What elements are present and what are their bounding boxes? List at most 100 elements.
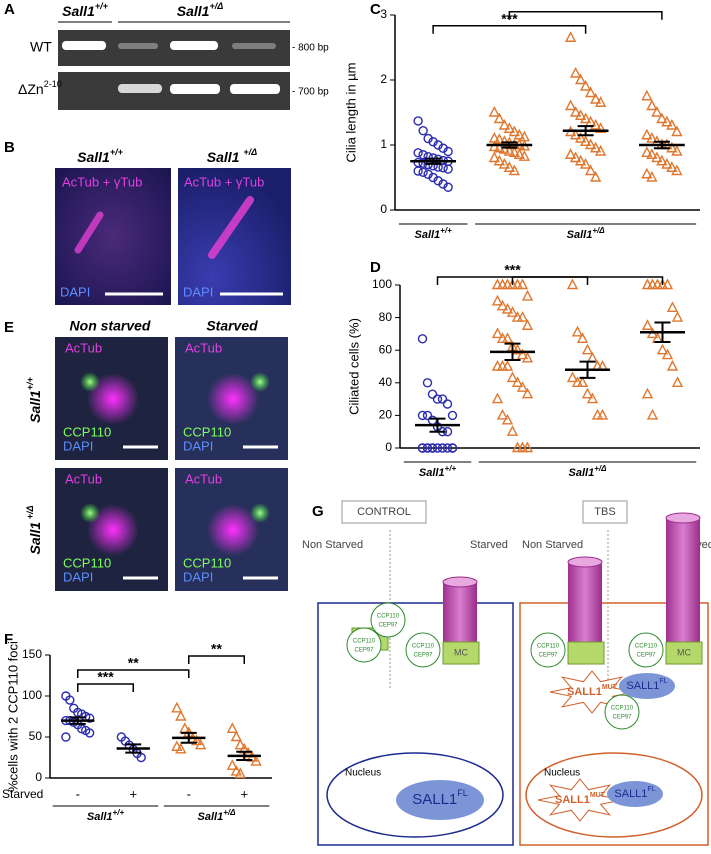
data-point: [413, 166, 423, 176]
data-point: [506, 371, 519, 383]
stain-label: AcTub: [185, 340, 222, 355]
data-point: [589, 141, 602, 153]
stain-label: AcTub + γTub: [62, 174, 142, 189]
data-point: [571, 325, 584, 337]
panel-label: E: [4, 319, 14, 336]
data-point: [427, 389, 438, 399]
y-tick-label: 0: [35, 770, 42, 784]
data-point: [422, 410, 433, 421]
ccp110-complex: [346, 627, 382, 663]
state: Non Starved: [302, 539, 363, 551]
label-text: Sall1: [198, 811, 224, 823]
label-sup: MUT: [602, 684, 618, 691]
data-point: [574, 109, 587, 120]
data-point: [508, 125, 521, 137]
stain-label: AcTub: [65, 471, 102, 486]
y-tick-label: 0: [385, 440, 392, 454]
data-point: [576, 332, 589, 343]
ccp110-complex: [530, 632, 566, 668]
stain-label: DAPI: [63, 438, 93, 453]
protein-label: SALL1FL: [626, 678, 667, 692]
data-point: [641, 89, 653, 101]
cep97-label: CEP97: [413, 653, 433, 659]
data-point: [569, 151, 582, 163]
label-text: SALL1: [626, 680, 659, 692]
data-point: [496, 408, 509, 420]
data-point: [503, 161, 516, 172]
data-point: [586, 351, 599, 363]
data-point: [432, 443, 443, 453]
data-point: [646, 132, 658, 143]
cilium: [666, 518, 700, 642]
label-sup: +/Δ: [594, 464, 607, 473]
data-point: [521, 387, 534, 399]
group-label: Sall1+/Δ: [198, 808, 237, 823]
state: Non Starved: [522, 539, 583, 551]
y-tick-label: 40: [379, 375, 393, 389]
sem-bar: [654, 321, 671, 344]
label-sup: FL: [647, 786, 655, 793]
image-header: Sall1 +/Δ: [207, 147, 257, 164]
data-point: [661, 348, 674, 360]
mother-centriole: [442, 641, 480, 665]
nucleus-label: Nucleus: [544, 768, 580, 779]
data-point: [413, 148, 423, 158]
state: Starved: [470, 539, 508, 551]
data-point: [447, 443, 458, 453]
sem-bar: [125, 743, 142, 754]
mutant-protein: [537, 778, 623, 822]
stain-label: AcTub: [185, 471, 222, 486]
ccp110-label: CCP110: [412, 644, 435, 650]
centrosome: [207, 373, 259, 425]
stain-label: DAPI: [183, 284, 213, 299]
sem-bar: [579, 360, 596, 379]
data-point: [656, 112, 668, 124]
cep97-label: CEP97: [636, 653, 656, 659]
data-point: [432, 394, 443, 404]
label-sup: MUT: [590, 792, 606, 799]
row-header: Sall1 +/Δ: [25, 505, 42, 554]
data-point: [564, 99, 577, 111]
data-point: [498, 119, 511, 130]
ccp110-label: CCP110: [537, 644, 560, 650]
data-point: [584, 86, 597, 98]
data-point: [521, 289, 534, 301]
micrograph: [178, 168, 291, 305]
gel-header: Sall1+/Δ: [177, 1, 224, 18]
data-point: [438, 163, 448, 173]
protein-label: SALL1MUT: [555, 792, 606, 806]
y-tick-label: 100: [372, 277, 392, 291]
data-point: [418, 150, 428, 160]
panel-label: G: [312, 503, 324, 520]
data-point: [508, 164, 521, 176]
cep97-label: CEP97: [378, 623, 398, 629]
cell: [519, 602, 709, 846]
sem-bar: [236, 750, 253, 761]
data-point: [569, 106, 582, 117]
y-tick-label: 100: [22, 688, 42, 702]
significance-bracket: [77, 669, 190, 678]
data-point: [417, 334, 428, 344]
cilium-top: [665, 512, 701, 524]
data-point: [666, 360, 679, 371]
ccp110-focus: [250, 503, 270, 523]
cilium-top: [567, 556, 603, 568]
y-axis-label: %cells with 2 CCP110 foci: [5, 641, 20, 792]
data-point: [671, 125, 683, 137]
ccp110-complex: [604, 694, 640, 730]
nucleus: [525, 752, 703, 838]
data-point: [661, 115, 673, 127]
data-point: [671, 376, 684, 387]
data-point: [646, 148, 658, 159]
data-point: [594, 122, 607, 133]
label-text: SALL1: [555, 794, 590, 806]
data-point: [417, 410, 428, 421]
cilium: [74, 211, 104, 254]
mother-centriole: [665, 641, 703, 665]
data-point: [656, 154, 668, 166]
nucleus: [326, 752, 504, 838]
data-point: [579, 158, 592, 169]
data-point: [498, 143, 511, 154]
data-point: [671, 164, 683, 176]
data-point: [641, 167, 653, 179]
